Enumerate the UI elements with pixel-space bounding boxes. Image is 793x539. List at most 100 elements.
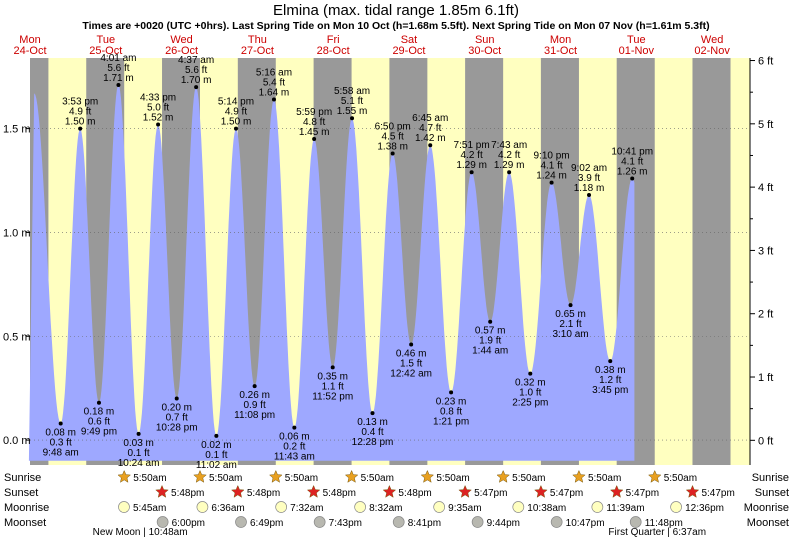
sunrise-time: 5:50am xyxy=(588,473,621,484)
day-label-date: 01-Nov xyxy=(619,45,655,57)
tide-label: 1.42 m xyxy=(415,133,446,144)
tide-point xyxy=(292,425,297,430)
tide-points: 0.08 m0.3 ft9:48 am3:53 pm4.9 ft1.50 m0.… xyxy=(43,53,653,471)
tide-point xyxy=(58,421,63,426)
sunset-time: 5:48pm xyxy=(323,488,356,499)
tide-point xyxy=(194,85,199,90)
tide-label: 0.65 m xyxy=(555,309,586,320)
tide-point xyxy=(630,176,635,181)
sunset-icon xyxy=(534,484,548,498)
tide-point xyxy=(78,126,83,131)
row-label-left: Sunrise xyxy=(4,472,41,484)
day-label-dow: Sun xyxy=(475,34,495,46)
tide-point xyxy=(568,303,573,308)
moonrise-time: 5:45am xyxy=(133,503,166,514)
moonset-time: 8:41pm xyxy=(408,518,441,529)
daylight-band xyxy=(654,58,693,465)
tide-area xyxy=(28,85,635,461)
tide-label: 5:16 am xyxy=(256,68,292,79)
y-tick-label: 1 ft xyxy=(758,372,773,384)
sunrise-icon xyxy=(647,469,662,483)
tide-label: 5.4 ft xyxy=(263,78,285,89)
tide-label: 5.6 ft xyxy=(185,65,207,76)
sunrise-time: 5:50am xyxy=(664,473,697,484)
plot-area: 0.08 m0.3 ft9:48 am3:53 pm4.9 ft1.50 m0.… xyxy=(28,53,750,471)
tide-label: 0.26 m xyxy=(239,390,270,401)
moonrise-icon xyxy=(512,501,525,513)
moonset-time: 10:47pm xyxy=(566,518,605,529)
tide-point xyxy=(252,384,257,389)
tide-label: 0.20 m xyxy=(161,403,192,414)
moonset-time: 6:49pm xyxy=(250,518,283,529)
tide-label: 1.29 m xyxy=(456,160,487,171)
tide-label: 9:02 am xyxy=(571,163,607,174)
tide-label: 0.03 m xyxy=(123,438,154,449)
sunrise-time: 5:50am xyxy=(436,473,469,484)
tide-label: 0.9 ft xyxy=(244,400,266,411)
day-label-date: 24-Oct xyxy=(13,45,46,57)
tide-label: 2.1 ft xyxy=(559,319,581,330)
row-label-right: Moonset xyxy=(747,517,789,529)
tide-label: 3:10 am xyxy=(552,329,588,340)
tide-label: 4.9 ft xyxy=(69,107,91,118)
moon-phase-label: First Quarter | 6:37am xyxy=(608,527,706,538)
tide-label: 10:28 pm xyxy=(156,423,198,434)
tide-label: 0.23 m xyxy=(436,396,467,407)
tide-label: 0.02 m xyxy=(201,440,232,451)
tide-label: 2:25 pm xyxy=(512,398,548,409)
tide-point xyxy=(214,433,219,438)
day-label-dow: Tue xyxy=(97,34,116,46)
sunset-icon xyxy=(685,484,700,498)
y-tick-label: 3 ft xyxy=(758,245,773,257)
tide-point xyxy=(116,82,121,87)
tide-label: 5.6 ft xyxy=(107,63,129,74)
moonrise-time: 6:36am xyxy=(211,503,244,514)
moonset-time: 6:00pm xyxy=(172,518,205,529)
tide-label: 7:43 am xyxy=(491,140,527,151)
moonset-icon xyxy=(156,516,169,528)
tide-label: 1.50 m xyxy=(221,117,252,128)
tide-point xyxy=(330,365,335,370)
tide-label: 0.18 m xyxy=(84,407,115,418)
tide-label: 4.5 ft xyxy=(382,132,404,143)
tide-point xyxy=(174,396,179,401)
tide-label: 0.32 m xyxy=(515,378,546,389)
tide-label: 11:08 pm xyxy=(234,410,275,421)
moonset-icon xyxy=(235,516,247,528)
moonrise-time: 10:38am xyxy=(527,503,566,514)
moonset-time: 9:44pm xyxy=(487,518,520,529)
tide-point xyxy=(449,390,454,395)
tide-label: 11:52 pm xyxy=(312,391,353,402)
moonrise-icon xyxy=(275,501,288,513)
tide-label: 5:59 pm xyxy=(296,107,332,118)
sunset-time: 5:47pm xyxy=(474,488,507,499)
row-label-left: Moonset xyxy=(4,517,46,529)
tide-label: 12:42 am xyxy=(390,369,432,380)
chart-subtitle: Times are +0020 (UTC +0hrs). Last Spring… xyxy=(82,20,709,32)
day-label-dow: Wed xyxy=(701,34,723,46)
day-label-date: 02-Nov xyxy=(694,45,730,57)
moonrise-icon xyxy=(670,501,682,513)
day-label-dow: Tue xyxy=(627,34,646,46)
y-tick-label: 0 ft xyxy=(758,435,773,447)
moonset-icon xyxy=(471,516,484,528)
moonset-icon xyxy=(550,516,563,528)
tide-label: 3:45 pm xyxy=(592,385,628,396)
moonrise-icon xyxy=(196,501,209,513)
sunset-time: 5:47pm xyxy=(626,488,659,499)
day-label-date: 25-Oct xyxy=(89,45,122,57)
tide-point xyxy=(488,319,493,324)
day-label-dow: Mon xyxy=(19,34,40,46)
tide-label: 5.1 ft xyxy=(341,96,363,107)
tide-label: 1.0 ft xyxy=(519,388,541,399)
gridlines xyxy=(30,128,750,441)
tide-label: 5.0 ft xyxy=(147,102,169,113)
tide-label: 4:33 pm xyxy=(140,92,176,103)
moonset-icon xyxy=(629,516,642,528)
day-labels: Mon24-OctTue25-OctWed26-OctThu27-OctFri2… xyxy=(13,34,730,57)
tide-label: 1.55 m xyxy=(337,106,368,117)
sunrise-icon xyxy=(496,469,510,483)
moonrise-time: 7:32am xyxy=(290,503,323,514)
tide-label: 0.7 ft xyxy=(166,413,188,424)
y-tick-label: 1.0 m xyxy=(3,227,31,239)
